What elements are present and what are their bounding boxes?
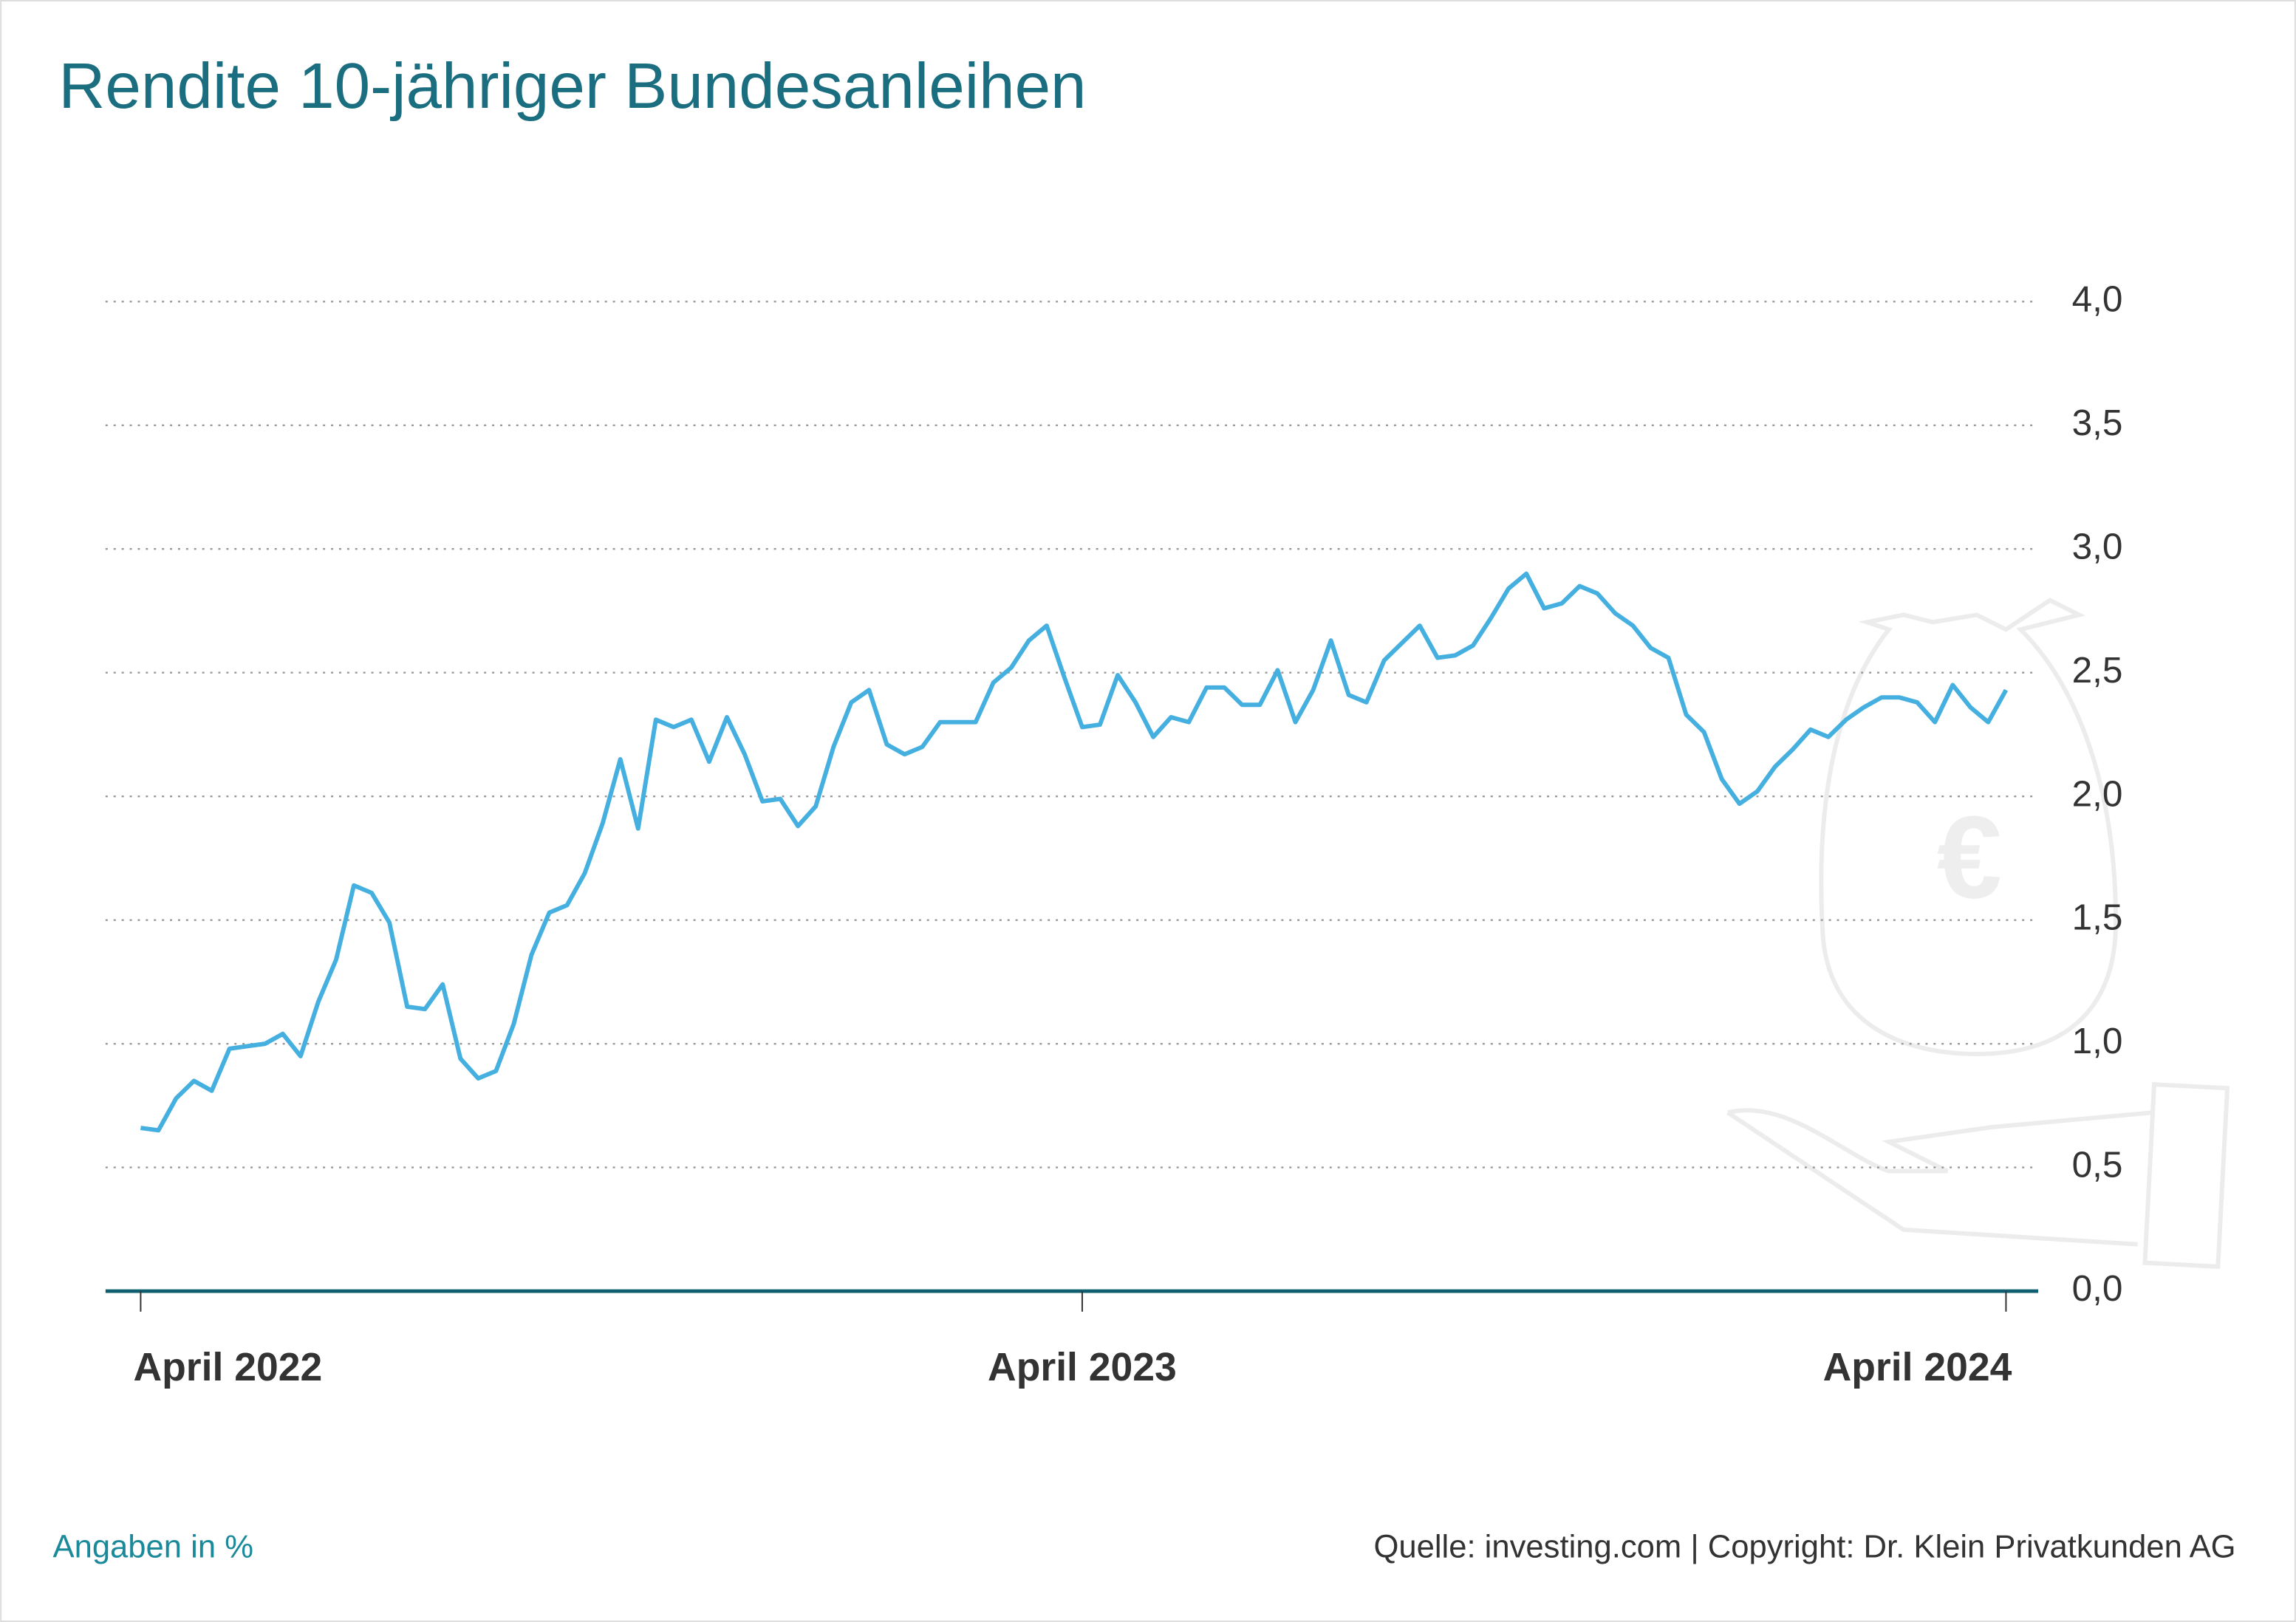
euro-icon: € <box>1937 791 2002 923</box>
y-tick-label: 3,5 <box>2072 403 2123 443</box>
y-tick-label: 1,5 <box>2072 897 2123 938</box>
y-tick-label: 0,5 <box>2072 1145 2123 1185</box>
x-tick-label: April 2023 <box>988 1346 1177 1389</box>
x-tick-label: April 2024 <box>1823 1346 2012 1389</box>
chart-title: Rendite 10-jähriger Bundesanleihen <box>58 50 1086 122</box>
x-tick-label: April 2022 <box>134 1346 323 1389</box>
y-tick-label: 2,5 <box>2072 650 2123 691</box>
money-icon <box>1726 598 2230 1269</box>
y-tick-label: 4,0 <box>2072 278 2123 319</box>
y-tick-label: 2,0 <box>2072 773 2123 814</box>
line-series <box>140 571 2009 1133</box>
y-tick-label: 3,0 <box>2072 526 2123 567</box>
note: Angaben in % <box>53 1529 253 1564</box>
y-tick-label: 0,0 <box>2072 1268 2123 1309</box>
source: Quelle: investing.com | Copyright: Dr. K… <box>1373 1529 2235 1564</box>
y-tick-label: 1,0 <box>2072 1021 2123 1061</box>
